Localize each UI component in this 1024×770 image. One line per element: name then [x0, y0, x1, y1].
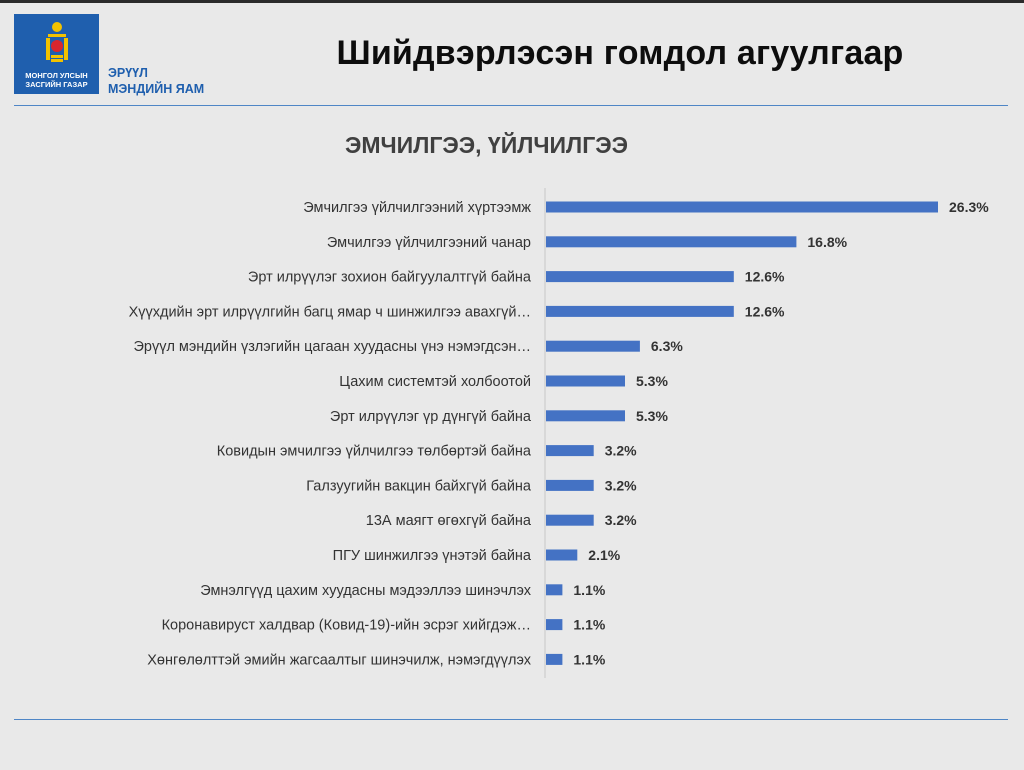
value-label-6: 5.3% — [636, 408, 668, 424]
bar-12 — [546, 619, 563, 631]
bar-7 — [546, 445, 594, 457]
value-label-13: 1.1% — [573, 651, 605, 667]
value-label-0: 26.3% — [949, 199, 989, 215]
bar-5 — [546, 375, 625, 387]
value-label-10: 2.1% — [588, 547, 620, 563]
category-label-11: Эмнэлгүүд цахим хуудасны мэдээллээ шинэч… — [200, 583, 532, 599]
top-frame — [0, 0, 1024, 3]
category-label-13: Хөнгөлөлттэй эмийн жагсаалтыг шинэчилж, … — [147, 652, 532, 668]
soyombo-emblem-icon — [43, 18, 71, 64]
bar-9 — [546, 514, 594, 526]
category-label-9: 13А маягт өгөхгүй байна — [366, 513, 532, 529]
value-label-1: 16.8% — [807, 234, 847, 250]
value-label-7: 3.2% — [605, 443, 637, 459]
category-label-3: Хүүхдийн эрт илрүүлгийн багц ямар ч шинж… — [129, 304, 531, 320]
category-label-1: Эмчилгээ үйлчилгээний чанар — [327, 235, 531, 251]
bar-6 — [546, 410, 625, 422]
category-label-6: Эрт илрүүлэг үр дүнгүй байна — [330, 409, 532, 425]
ministry-name-line1: ЭРҮҮЛ — [108, 66, 148, 80]
chart-title: ЭМЧИЛГЭЭ, ҮЙЛЧИЛГЭЭ — [345, 132, 628, 158]
category-label-5: Цахим системтэй холбоотой — [339, 374, 531, 390]
bar-10 — [546, 549, 578, 561]
category-label-10: ПГУ шинжилгээ үнэтэй байна — [333, 548, 532, 564]
ministry-name-line2: МЭНДИЙН ЯАМ — [108, 82, 205, 96]
value-label-9: 3.2% — [605, 512, 637, 528]
value-label-12: 1.1% — [573, 617, 605, 633]
footer-divider — [14, 719, 1008, 720]
bar-0 — [546, 201, 938, 213]
category-label-8: Галзуугийн вакцин байхгүй байна — [306, 478, 532, 494]
bar-1 — [546, 236, 797, 248]
category-label-0: Эмчилгээ үйлчилгээний хүртээмж — [303, 200, 531, 216]
category-label-2: Эрт илрүүлэг зохион байгуулалтгүй байна — [248, 270, 532, 286]
category-label-4: Эрүүл мэндийн үзлэгийн цагаан хуудасны ү… — [133, 339, 531, 355]
category-label-12: Коронавируст халдвар (Ковид-19)-ийн эсрэ… — [162, 618, 531, 634]
bar-8 — [546, 479, 594, 491]
bar-13 — [546, 653, 563, 665]
header-divider — [14, 105, 1008, 106]
bar-3 — [546, 305, 734, 317]
value-label-11: 1.1% — [573, 582, 605, 598]
logo-text-line1: МОНГОЛ УЛСЫН — [25, 71, 88, 80]
value-label-8: 3.2% — [605, 477, 637, 493]
bar-11 — [546, 584, 563, 596]
government-logo: МОНГОЛ УЛСЫН ЗАСГИЙН ГАЗАР — [14, 14, 99, 94]
value-label-4: 6.3% — [651, 338, 683, 354]
value-label-5: 5.3% — [636, 373, 668, 389]
bar-4 — [546, 340, 640, 352]
bar-2 — [546, 271, 734, 283]
value-label-3: 12.6% — [745, 303, 785, 319]
category-label-7: Ковидын эмчилгээ үйлчилгээ төлбөртэй бай… — [217, 444, 532, 460]
logo-text-line2: ЗАСГИЙН ГАЗАР — [25, 80, 88, 89]
value-label-2: 12.6% — [745, 269, 785, 285]
page-title: Шийдвэрлэсэн гомдол агуулгаар — [336, 34, 904, 72]
